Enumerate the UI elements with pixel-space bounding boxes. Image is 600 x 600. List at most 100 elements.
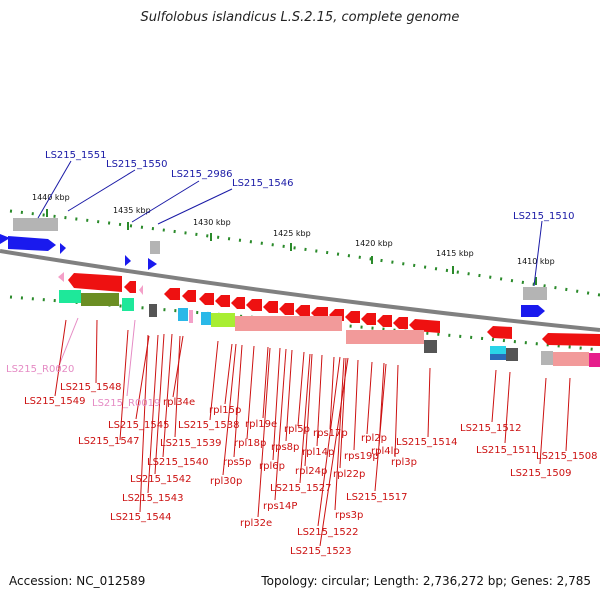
scale-tick-mark bbox=[535, 277, 537, 285]
forward-gene-box bbox=[150, 241, 160, 254]
reverse-gene-arrow bbox=[361, 313, 376, 325]
reverse-genes bbox=[58, 272, 600, 367]
leader-line bbox=[54, 319, 67, 397]
leader-line bbox=[57, 317, 79, 369]
leader-line bbox=[297, 351, 305, 427]
leader-line bbox=[394, 364, 399, 458]
reverse-gene-box bbox=[59, 290, 81, 303]
leader-line bbox=[299, 353, 311, 484]
reverse-gene-arrow bbox=[68, 273, 122, 292]
gene-label: rpl19e bbox=[245, 419, 277, 430]
forward-gene-arrow bbox=[148, 258, 157, 270]
leader-line bbox=[157, 188, 233, 225]
forward-labels: LS215_1551 LS215_1550 LS215_2986 LS215_1… bbox=[45, 150, 574, 222]
leader-line bbox=[209, 340, 219, 421]
leader-line bbox=[285, 349, 293, 442]
reverse-gene-box bbox=[149, 304, 157, 317]
leader-line bbox=[233, 344, 243, 458]
gene-label: LS215_1509 bbox=[510, 468, 571, 479]
leader-line bbox=[67, 169, 136, 212]
gene-label: rpl34e bbox=[163, 397, 195, 408]
gene-label: LS215_1543 bbox=[122, 493, 183, 504]
accession-text: Accession: NC_012589 bbox=[9, 574, 146, 588]
reverse-gene-box bbox=[553, 352, 589, 366]
leader-line bbox=[539, 377, 547, 465]
gene-label: rps3p bbox=[335, 510, 363, 521]
scale-tick-label: 1410 kbp bbox=[517, 257, 555, 266]
leader-line bbox=[317, 356, 341, 527]
gene-label: rpl2p bbox=[361, 433, 387, 444]
reverse-gene-box bbox=[178, 308, 188, 321]
gene-label: rpl22p bbox=[333, 469, 365, 480]
leader-line bbox=[272, 347, 281, 461]
scale-tick-mark bbox=[46, 209, 48, 217]
reverse-gene-box bbox=[490, 354, 506, 360]
leader-line bbox=[162, 333, 173, 458]
forward-leaders bbox=[37, 160, 543, 287]
reverse-gene-arrow bbox=[182, 290, 196, 302]
scale-tick-label: 1430 kbp bbox=[193, 218, 231, 227]
leader-line bbox=[304, 353, 313, 467]
scale-tick-label: 1425 kbp bbox=[273, 229, 311, 238]
reverse-gene-box bbox=[541, 351, 553, 365]
reverse-gene-arrow bbox=[279, 303, 294, 315]
gene-label: LS215_1551 bbox=[45, 150, 106, 161]
reverse-gene-arrow bbox=[487, 326, 512, 339]
gene-label: rpl4lp bbox=[371, 446, 400, 457]
leader-line bbox=[224, 343, 233, 405]
gene-label: LS215_1517 bbox=[346, 492, 407, 503]
forward-gene-arrow bbox=[125, 255, 131, 266]
scale-tick-labels: 1440 kbp 1435 kbp 1430 kbp 1425 kbp 1420… bbox=[32, 193, 555, 266]
leader-line bbox=[131, 180, 200, 223]
reverse-gene-box bbox=[122, 298, 134, 311]
leader-line bbox=[95, 319, 98, 384]
gene-label: LS215_1511 bbox=[476, 445, 537, 456]
gene-label: LS215_1546 bbox=[232, 178, 293, 189]
gene-label: rpl15p bbox=[209, 405, 241, 416]
reverse-gene-arrow bbox=[215, 295, 230, 307]
reverse-leaders bbox=[54, 317, 571, 547]
leader-line bbox=[139, 334, 149, 513]
gene-label: rpl3p bbox=[391, 457, 417, 468]
reverse-gene-arrow bbox=[377, 315, 392, 327]
reverse-gene-arrow bbox=[231, 297, 245, 309]
leader-line bbox=[222, 343, 237, 476]
gene-label: LS215_1538 bbox=[178, 420, 239, 431]
gene-label: LS215_2986 bbox=[171, 169, 232, 180]
leader-line bbox=[319, 357, 349, 547]
leader-line bbox=[329, 356, 335, 430]
gene-label: rps5p bbox=[223, 457, 251, 468]
genome-backbone bbox=[0, 249, 600, 332]
reverse-gene-box bbox=[346, 330, 424, 344]
reverse-labels: LS215_R0020 LS215_1548 LS215_1549 LS215_… bbox=[6, 364, 597, 557]
reverse-gene-box bbox=[201, 312, 211, 325]
leader-line bbox=[154, 333, 165, 475]
reverse-gene-arrow bbox=[542, 333, 600, 346]
leader-line bbox=[147, 334, 159, 494]
gene-label: LS215_1527 bbox=[270, 483, 331, 494]
gene-label: rpl6p bbox=[259, 461, 285, 472]
reverse-gene-arrow bbox=[345, 311, 360, 323]
forward-gene-arrow bbox=[8, 236, 56, 251]
leader-line bbox=[504, 371, 511, 444]
scale-tick-label: 1440 kbp bbox=[32, 193, 70, 202]
topology-text: Topology: circular; Length: 2,736,272 bp… bbox=[261, 574, 591, 588]
leader-line bbox=[126, 319, 136, 397]
leader-line bbox=[533, 220, 543, 287]
gene-label: LS215_1549 bbox=[24, 396, 85, 407]
leader-line bbox=[262, 346, 269, 419]
leader-line bbox=[274, 348, 287, 501]
scale-tick-mark bbox=[127, 222, 129, 230]
reverse-gene-arrow bbox=[58, 272, 64, 282]
gene-label: LS215_1510 bbox=[513, 211, 574, 222]
scale-tick-label: 1435 kbp bbox=[113, 206, 151, 215]
reverse-gene-arrow bbox=[295, 305, 310, 317]
reverse-gene-arrow bbox=[139, 285, 143, 295]
reverse-gene-arrow bbox=[263, 301, 278, 313]
gene-label: LS215_1545 bbox=[108, 420, 169, 431]
gene-label: LS215_1550 bbox=[106, 159, 167, 170]
reverse-gene-arrow bbox=[124, 281, 136, 293]
reverse-gene-arrow bbox=[246, 299, 262, 311]
gene-label: LS215_1540 bbox=[147, 457, 208, 468]
reverse-gene-box bbox=[235, 316, 342, 331]
